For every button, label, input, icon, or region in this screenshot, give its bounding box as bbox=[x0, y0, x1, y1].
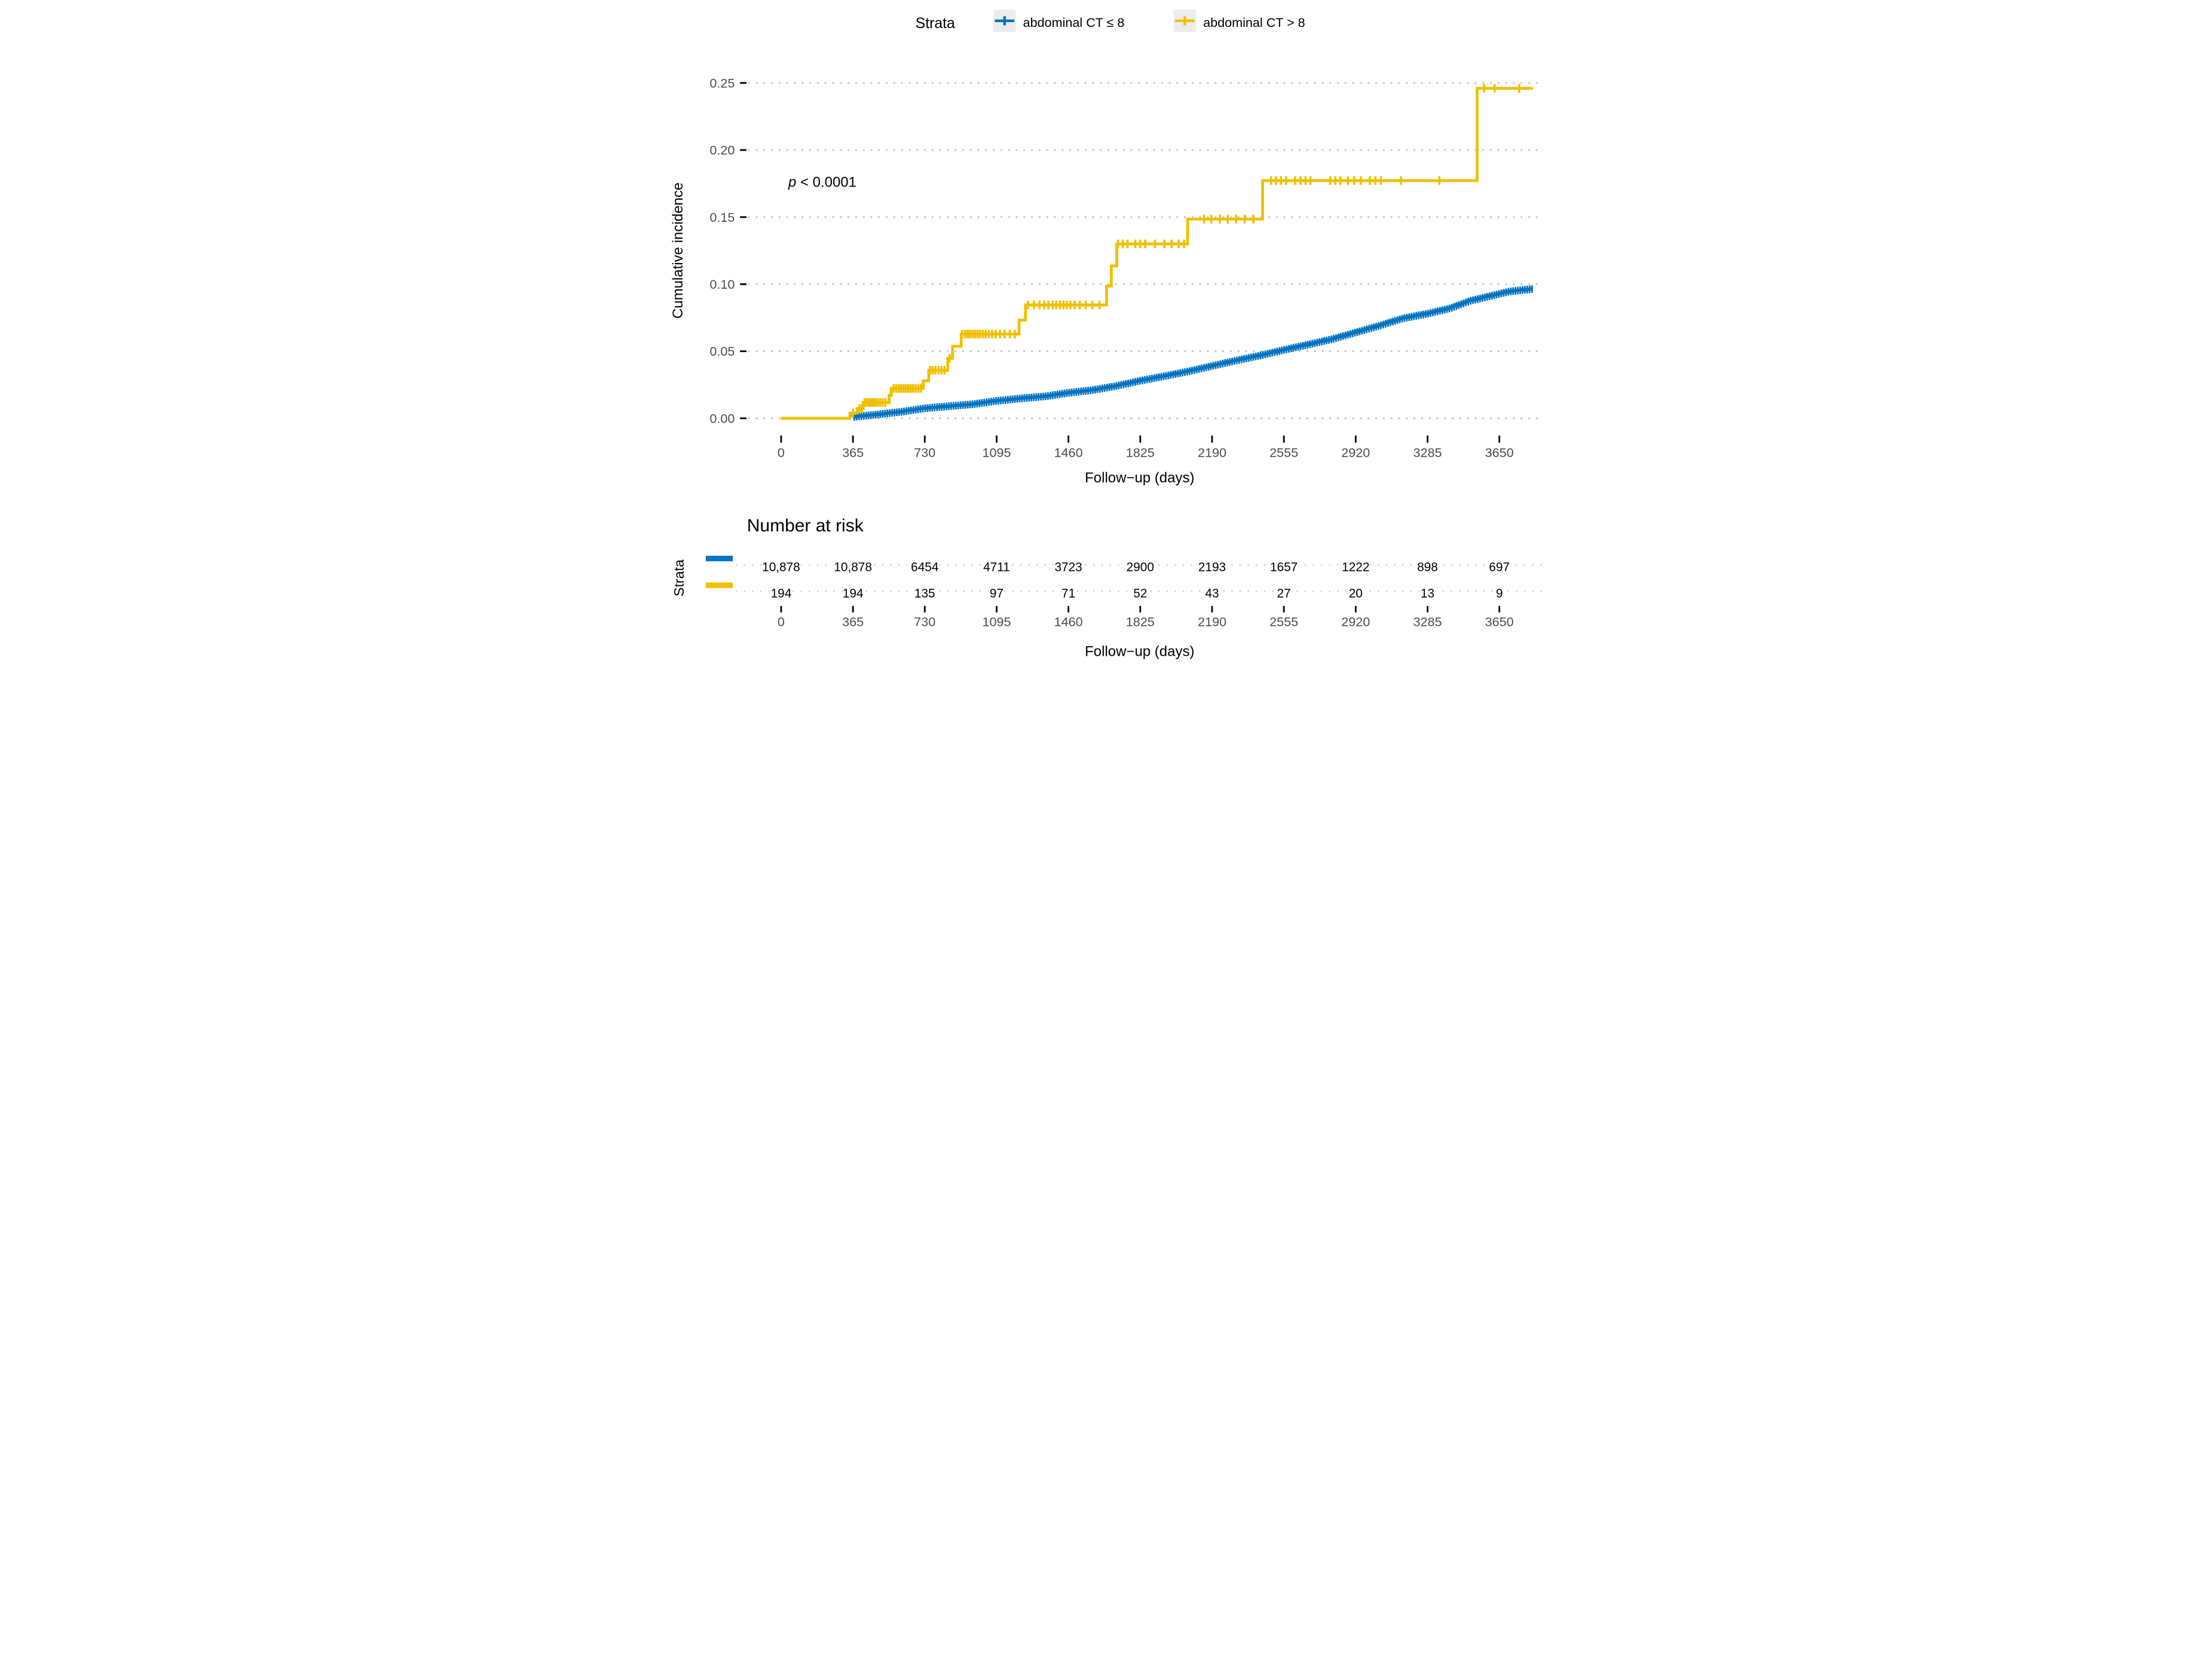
x-tick-label: 0 bbox=[777, 445, 784, 460]
panel-gridlines bbox=[748, 82, 1541, 420]
risk-axis-tick-label: 365 bbox=[842, 615, 864, 629]
y-tick-label: 0.25 bbox=[709, 75, 735, 90]
risk-axis-tick-label: 0 bbox=[777, 615, 784, 629]
survival-plot-figure: Strata abdominal CT ≤ 8 abdominal CT > 8… bbox=[663, 0, 1549, 665]
risk-axis-tick-label: 1825 bbox=[1125, 615, 1154, 629]
risk-count: 6454 bbox=[911, 561, 938, 574]
legend-label-ct-gt8: abdominal CT > 8 bbox=[1203, 15, 1305, 30]
risk-row-swatch bbox=[705, 555, 733, 561]
risk-table-x-axis-title: Follow−up (days) bbox=[1085, 644, 1194, 660]
y-tick-label: 0.15 bbox=[709, 210, 735, 225]
risk-count: 135 bbox=[914, 587, 935, 601]
risk-axis-tick-label: 3285 bbox=[1413, 615, 1442, 629]
censor-plus-icon bbox=[994, 16, 1014, 26]
risk-count: 52 bbox=[1133, 587, 1147, 601]
risk-axis-tick-label: 2555 bbox=[1269, 615, 1298, 629]
risk-count: 10,878 bbox=[834, 561, 872, 574]
risk-count: 3723 bbox=[1054, 561, 1082, 574]
risk-count: 9 bbox=[1495, 587, 1503, 601]
risk-count: 43 bbox=[1205, 587, 1219, 601]
y-axis-title: Cumulative incidence bbox=[670, 182, 686, 319]
series-ct-le8-censor-marks bbox=[853, 285, 1533, 421]
risk-count: 13 bbox=[1420, 587, 1434, 601]
x-tick-label: 2190 bbox=[1197, 445, 1226, 460]
risk-table-title: Number at risk bbox=[746, 516, 864, 536]
x-tick-label: 2920 bbox=[1341, 445, 1370, 460]
risk-axis-tick-label: 2190 bbox=[1197, 615, 1226, 629]
censor-plus-icon bbox=[1174, 16, 1195, 26]
risk-count: 2193 bbox=[1198, 561, 1225, 574]
series-ct-gt8-censor-marks bbox=[851, 84, 1520, 418]
risk-axis-tick-label: 2920 bbox=[1341, 615, 1370, 629]
legend-title: Strata bbox=[915, 16, 954, 32]
series-ct-le8-curve bbox=[851, 287, 1533, 418]
legend-key-ct-le8 bbox=[993, 9, 1016, 32]
y-tick-label: 0.00 bbox=[709, 411, 735, 426]
risk-count: 20 bbox=[1348, 587, 1362, 601]
risk-count: 194 bbox=[842, 587, 863, 601]
risk-count: 898 bbox=[1417, 561, 1438, 574]
risk-axis-tick-label: 1460 bbox=[1054, 615, 1082, 629]
legend-label-ct-le8: abdominal CT ≤ 8 bbox=[1023, 15, 1124, 30]
x-tick-label: 3285 bbox=[1413, 445, 1442, 460]
risk-count: 1222 bbox=[1342, 561, 1369, 574]
risk-table-strata-label: Strata bbox=[671, 560, 686, 597]
risk-table-axis: 0 365 730 1095 1460 1825 2190 2555 2920 3285 3650 bbox=[777, 606, 1513, 629]
x-axis-title: Follow−up (days) bbox=[1085, 470, 1194, 486]
risk-count: 97 bbox=[989, 587, 1003, 601]
risk-axis-tick-label: 730 bbox=[914, 615, 935, 629]
risk-count: 10,878 bbox=[762, 561, 800, 574]
risk-table-row: 10,878 10,878 6454 4711 3723 2900 2193 1657 1222… bbox=[705, 555, 1546, 576]
risk-count: 697 bbox=[1489, 561, 1510, 574]
axes: 0.00 0.05 0.10 0.15 0.20 0.25 0 365 730 1095 1460 1… bbox=[709, 75, 1513, 460]
cumulative-incidence-chart: Strata abdominal CT ≤ 8 abdominal CT > 8… bbox=[663, 0, 1549, 665]
risk-count: 1657 bbox=[1270, 561, 1298, 574]
series-ct-gt8-curve bbox=[781, 87, 1533, 420]
risk-table-rows: 10,878 10,878 6454 4711 3723 2900 2193 1657 1222… bbox=[705, 555, 1546, 602]
x-tick-label: 1460 bbox=[1054, 445, 1082, 460]
risk-count: 71 bbox=[1061, 587, 1075, 601]
risk-table-row: 194 194 135 97 71 52 43 27 20 13 9 bbox=[705, 582, 1546, 602]
x-tick-label: 1825 bbox=[1125, 445, 1154, 460]
x-tick-label: 1095 bbox=[982, 445, 1011, 460]
x-tick-label: 2555 bbox=[1269, 445, 1298, 460]
p-value-annotation: p < 0.0001 bbox=[787, 175, 856, 191]
y-tick-label: 0.10 bbox=[709, 277, 735, 292]
risk-count: 2900 bbox=[1126, 561, 1154, 574]
legend: Strata abdominal CT ≤ 8 abdominal CT > 8 bbox=[915, 9, 1305, 32]
legend-key-ct-gt8 bbox=[1173, 9, 1196, 32]
y-tick-label: 0.05 bbox=[709, 344, 735, 359]
risk-count: 27 bbox=[1277, 587, 1290, 601]
x-tick-label: 730 bbox=[914, 445, 935, 460]
risk-row-swatch bbox=[705, 582, 733, 588]
risk-count: 194 bbox=[770, 587, 791, 601]
y-tick-label: 0.20 bbox=[709, 143, 735, 158]
risk-table: Number at risk Strata 10,878 10,878 6454 47… bbox=[671, 516, 1546, 660]
risk-axis-tick-label: 3650 bbox=[1485, 615, 1513, 629]
x-tick-label: 3650 bbox=[1485, 445, 1513, 460]
risk-axis-tick-label: 1095 bbox=[982, 615, 1011, 629]
risk-count: 4711 bbox=[983, 561, 1010, 574]
survival-curves bbox=[781, 84, 1533, 421]
x-tick-label: 365 bbox=[842, 445, 864, 460]
